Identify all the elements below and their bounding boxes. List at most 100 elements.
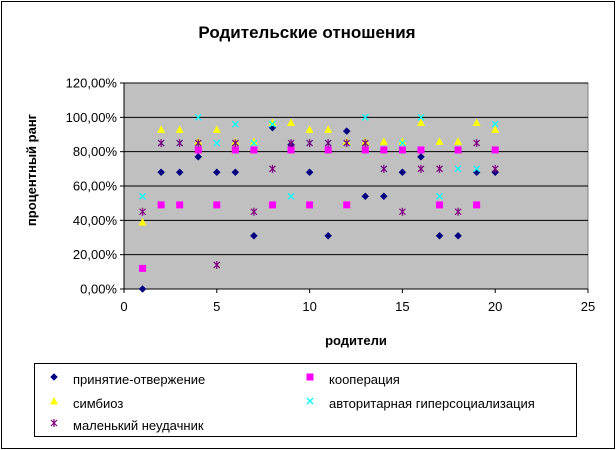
data-point bbox=[491, 125, 500, 133]
legend-item: маленький неудачник bbox=[47, 416, 204, 434]
chart-title: Родительские отношения bbox=[198, 23, 415, 42]
data-point bbox=[417, 164, 425, 173]
y-axis-title: процентный ранг bbox=[24, 113, 39, 226]
chart-legend: принятие-отвержение кооперация симбиоз авто… bbox=[34, 363, 577, 437]
data-point bbox=[436, 164, 443, 173]
data-point bbox=[436, 201, 444, 209]
data-point bbox=[157, 125, 166, 133]
data-point bbox=[231, 146, 239, 154]
data-point bbox=[472, 118, 481, 126]
data-point bbox=[213, 260, 221, 269]
data-point bbox=[269, 164, 276, 173]
data-point bbox=[157, 168, 165, 177]
data-point bbox=[398, 137, 407, 145]
data-point bbox=[139, 264, 147, 272]
data-point bbox=[491, 120, 499, 128]
y-tick-label: 20,00% bbox=[73, 247, 118, 262]
x-tick-label: 5 bbox=[213, 299, 220, 314]
data-point bbox=[287, 192, 295, 200]
data-point bbox=[435, 137, 444, 145]
data-point bbox=[287, 118, 296, 126]
data-point bbox=[343, 201, 351, 209]
data-point bbox=[324, 125, 333, 133]
data-point bbox=[342, 127, 351, 135]
y-tick-label: 60,00% bbox=[73, 179, 118, 194]
data-point bbox=[287, 146, 295, 154]
legend-item: симбиоз bbox=[47, 394, 123, 412]
data-point bbox=[417, 152, 425, 161]
legend-marker-shape bbox=[50, 397, 58, 405]
legend-marker-icon bbox=[47, 396, 67, 410]
x-tick-label: 10 bbox=[302, 299, 316, 314]
legend-label: принятие-отвержение bbox=[73, 371, 206, 387]
data-point bbox=[398, 139, 406, 147]
data-point bbox=[250, 231, 258, 240]
data-point bbox=[324, 231, 333, 240]
data-point bbox=[249, 137, 258, 145]
data-point bbox=[250, 139, 258, 147]
data-point bbox=[231, 168, 240, 177]
data-point bbox=[194, 152, 203, 161]
legend-marker-icon bbox=[47, 418, 67, 432]
data-point bbox=[343, 139, 351, 148]
data-point bbox=[287, 139, 295, 148]
data-point bbox=[269, 120, 276, 128]
x-tick-label: 15 bbox=[395, 299, 409, 314]
y-tick-label: 40,00% bbox=[73, 213, 118, 228]
data-point bbox=[417, 146, 425, 154]
data-point bbox=[491, 146, 499, 154]
data-point bbox=[176, 139, 184, 148]
data-point bbox=[175, 125, 184, 133]
legend-marker-shape bbox=[50, 419, 58, 427]
data-point bbox=[138, 285, 147, 293]
data-point bbox=[361, 139, 369, 148]
data-point bbox=[379, 192, 388, 201]
legend-item: принятие-отвержение bbox=[47, 370, 205, 388]
data-point bbox=[473, 139, 481, 148]
data-point bbox=[435, 231, 444, 240]
data-point bbox=[306, 201, 314, 209]
data-point bbox=[250, 146, 258, 154]
data-point bbox=[231, 120, 239, 128]
data-point bbox=[306, 139, 314, 148]
y-tick-label: 120,00% bbox=[66, 76, 118, 91]
data-point bbox=[213, 139, 221, 147]
data-point bbox=[473, 201, 481, 209]
data-point bbox=[324, 146, 332, 154]
data-point bbox=[194, 146, 202, 154]
data-point bbox=[398, 168, 407, 177]
data-point bbox=[212, 168, 221, 177]
x-axis-title: родители bbox=[325, 333, 387, 348]
data-point bbox=[398, 146, 406, 154]
legend-marker-icon bbox=[303, 372, 323, 386]
legend-marker-icon bbox=[303, 396, 323, 410]
data-point bbox=[176, 201, 184, 209]
data-point bbox=[454, 207, 462, 216]
data-point bbox=[454, 146, 462, 154]
legend-label: симбиоз bbox=[73, 395, 124, 411]
data-point bbox=[305, 168, 314, 177]
data-point bbox=[324, 139, 332, 148]
data-point bbox=[491, 164, 499, 173]
legend-label: маленький неудачник bbox=[73, 417, 204, 433]
data-point bbox=[268, 201, 276, 209]
data-point bbox=[380, 164, 388, 173]
legend-item: кооперация bbox=[303, 370, 400, 388]
data-point bbox=[379, 137, 388, 145]
data-point bbox=[157, 139, 165, 148]
legend-marker-icon bbox=[47, 372, 67, 386]
data-point bbox=[194, 113, 202, 121]
y-tick-label: 0,00% bbox=[80, 282, 117, 297]
legend-marker-shape bbox=[306, 373, 314, 381]
data-point bbox=[305, 125, 314, 133]
y-tick-label: 100,00% bbox=[66, 110, 118, 125]
data-point bbox=[454, 231, 462, 240]
data-point bbox=[175, 168, 184, 177]
data-point bbox=[416, 118, 425, 126]
data-point bbox=[157, 201, 165, 209]
data-point bbox=[454, 165, 462, 173]
data-point bbox=[139, 192, 147, 200]
data-point bbox=[380, 146, 388, 154]
data-point bbox=[473, 165, 481, 173]
